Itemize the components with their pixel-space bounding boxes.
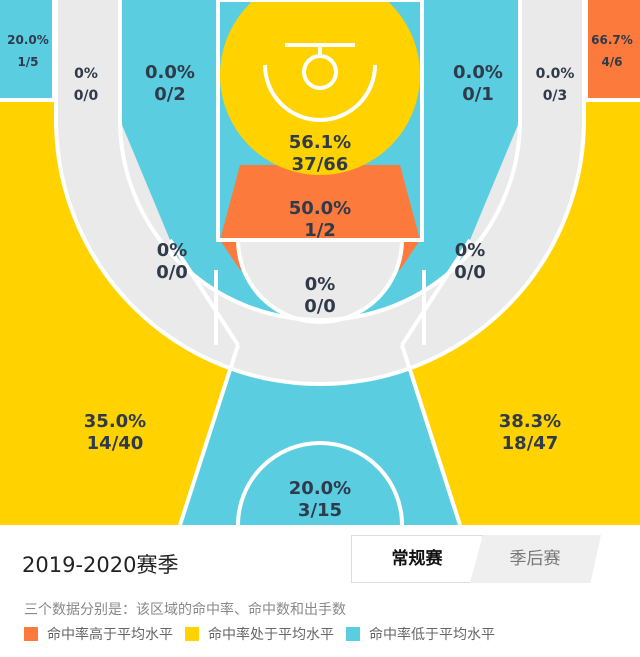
zone-label-left-corner-pct: 20.0% — [7, 33, 49, 47]
zone-label-right-elbow-pct: 0% — [455, 240, 486, 261]
data-description: 三个数据分别是：该区域的命中率、命中数和出手数 — [24, 602, 346, 618]
shot-chart-court: 20.0% 1/5 0% 0/0 0.0% 0/2 56.1% 37/66 50… — [0, 0, 640, 525]
zone-label-top-three-pct: 20.0% — [289, 478, 351, 499]
zone-label-restricted-pct: 56.1% — [289, 132, 351, 153]
legend-item-above: 命中率高于平均水平 — [24, 624, 173, 644]
zone-label-right-outer-ratio: 0/3 — [543, 88, 568, 104]
zone-label-paint-ratio: 1/2 — [304, 220, 336, 241]
zone-label-left-outer-pct: 0% — [74, 66, 98, 82]
zone-label-left-elbow-pct: 0% — [157, 240, 188, 261]
zone-label-left-mid-pct: 0.0% — [145, 62, 195, 83]
zone-label-left-three-pct: 35.0% — [84, 411, 146, 432]
zone-label-right-three-ratio: 18/47 — [502, 433, 559, 454]
tab-regular-season[interactable]: 常规赛 — [351, 535, 483, 583]
zone-label-left-mid-ratio: 0/2 — [154, 84, 186, 105]
legend-swatch-average — [185, 627, 199, 641]
legend: 命中率高于平均水平 命中率处于平均水平 命中率低于平均水平 — [24, 624, 507, 644]
zone-label-left-corner-ratio: 1/5 — [17, 55, 38, 69]
footer-panel: 2019-2020赛季 季后赛 常规赛 三个数据分别是：该区域的命中率、命中数和… — [0, 525, 640, 657]
court-lines — [168, 238, 472, 525]
zone-label-right-mid-pct: 0.0% — [453, 62, 503, 83]
legend-label-below: 命中率低于平均水平 — [369, 627, 495, 643]
season-label: 2019-2020赛季 — [22, 553, 179, 577]
zone-label-right-corner-pct: 66.7% — [591, 33, 633, 47]
zone-label-left-elbow-ratio: 0/0 — [156, 262, 188, 283]
zone-right-corner — [588, 0, 640, 100]
zone-label-paint-pct: 50.0% — [289, 198, 351, 219]
zone-label-right-elbow-ratio: 0/0 — [454, 262, 486, 283]
zone-label-left-outer-ratio: 0/0 — [74, 88, 99, 104]
legend-swatch-below — [346, 627, 360, 641]
zone-label-top-key-ratio: 0/0 — [304, 296, 336, 317]
tab-playoffs[interactable]: 季后赛 — [469, 535, 601, 583]
season-type-tabs: 季后赛 常规赛 — [351, 535, 601, 583]
legend-label-average: 命中率处于平均水平 — [208, 627, 334, 643]
hoop-icon — [263, 43, 377, 122]
zone-label-restricted-ratio: 37/66 — [292, 154, 349, 175]
legend-item-average: 命中率处于平均水平 — [185, 624, 334, 644]
zone-top-key — [238, 240, 402, 322]
legend-swatch-above — [24, 627, 38, 641]
zone-label-right-corner-ratio: 4/6 — [601, 55, 622, 69]
zone-label-top-three-ratio: 3/15 — [298, 500, 342, 521]
zone-label-right-outer-pct: 0.0% — [536, 66, 575, 82]
zone-label-right-three-pct: 38.3% — [499, 411, 561, 432]
zone-label-right-mid-ratio: 0/1 — [462, 84, 494, 105]
zone-left-corner — [0, 0, 52, 100]
zone-label-top-key-pct: 0% — [305, 274, 336, 295]
zone-label-left-three-ratio: 14/40 — [87, 433, 144, 454]
legend-item-below: 命中率低于平均水平 — [346, 624, 495, 644]
legend-label-above: 命中率高于平均水平 — [47, 627, 173, 643]
